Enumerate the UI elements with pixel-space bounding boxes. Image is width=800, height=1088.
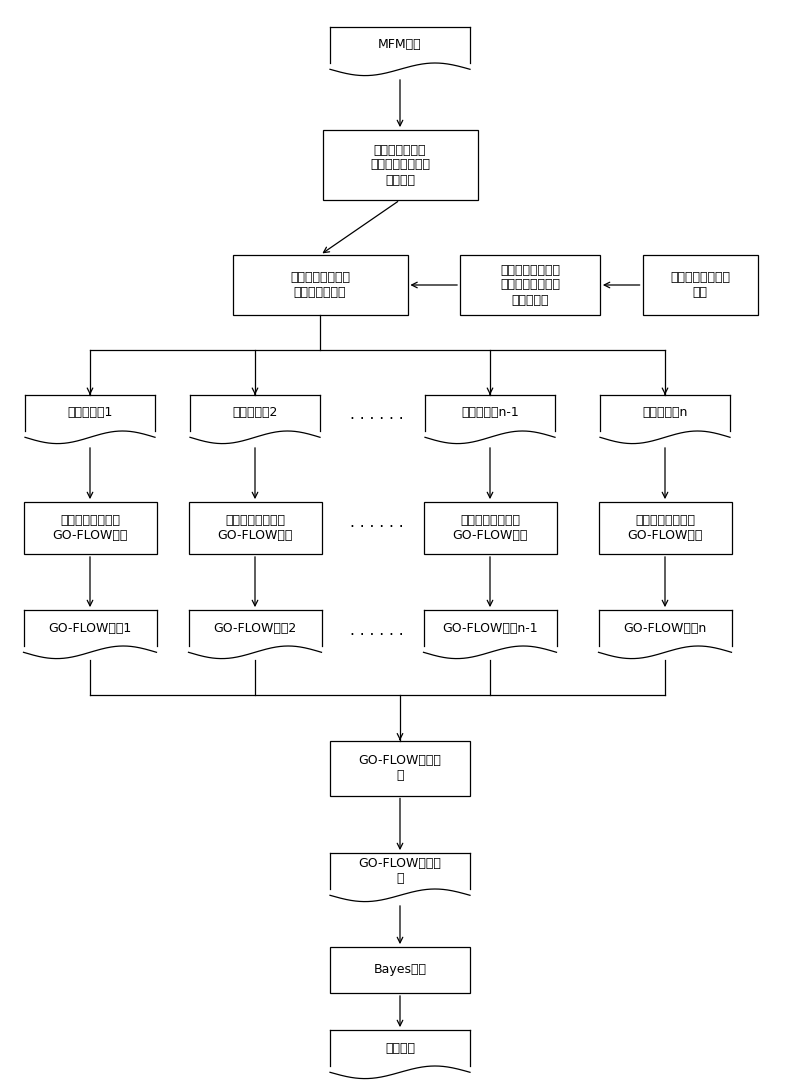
Text: 因果树模型转化成
GO-FLOW模型: 因果树模型转化成 GO-FLOW模型 bbox=[52, 514, 128, 542]
Bar bbox=[330, 947, 470, 993]
Text: 因果树模型转化成
GO-FLOW模型: 因果树模型转化成 GO-FLOW模型 bbox=[218, 514, 293, 542]
Text: GO-FLOW推理模
型: GO-FLOW推理模 型 bbox=[358, 857, 442, 885]
Bar bbox=[330, 741, 470, 795]
Bar bbox=[189, 502, 322, 554]
Text: GO-FLOW模型2: GO-FLOW模型2 bbox=[214, 621, 297, 634]
Text: GO-FLOW模型合
并: GO-FLOW模型合 并 bbox=[358, 754, 442, 782]
Text: 诊断结果: 诊断结果 bbox=[385, 1041, 415, 1054]
Text: Bayes计算: Bayes计算 bbox=[374, 964, 426, 977]
Bar bbox=[598, 502, 731, 554]
Bar bbox=[460, 255, 600, 316]
Text: GO-FLOW模型n-1: GO-FLOW模型n-1 bbox=[442, 621, 538, 634]
Text: 因果树模型转化成
GO-FLOW模型: 因果树模型转化成 GO-FLOW模型 bbox=[452, 514, 528, 542]
Text: 探测器探测到异常
状态: 探测器探测到异常 状态 bbox=[670, 271, 730, 299]
Text: 因果树模型n: 因果树模型n bbox=[642, 407, 688, 420]
Text: · · · · · ·: · · · · · · bbox=[350, 520, 404, 535]
Bar bbox=[642, 255, 758, 316]
Bar bbox=[322, 129, 478, 200]
Text: MFM模型: MFM模型 bbox=[378, 38, 422, 51]
Text: 因果梁模型2: 因果梁模型2 bbox=[232, 407, 278, 420]
Text: 因果树模型转化成
GO-FLOW模型: 因果树模型转化成 GO-FLOW模型 bbox=[627, 514, 702, 542]
Bar bbox=[423, 502, 557, 554]
Text: GO-FLOW模型n: GO-FLOW模型n bbox=[623, 621, 706, 634]
Text: 展开生成以征兆为
顶事件的因果树: 展开生成以征兆为 顶事件的因果树 bbox=[290, 271, 350, 299]
Text: · · · · · ·: · · · · · · bbox=[350, 412, 404, 428]
Text: 因果树模型1: 因果树模型1 bbox=[67, 407, 113, 420]
Text: · · · · · ·: · · · · · · bbox=[350, 628, 404, 643]
Text: 按照流的约束条
件，建各个功能的
因果子树: 按照流的约束条 件，建各个功能的 因果子树 bbox=[370, 144, 430, 186]
Bar bbox=[23, 502, 157, 554]
Text: GO-FLOW模型1: GO-FLOW模型1 bbox=[48, 621, 132, 634]
Bar bbox=[233, 255, 407, 316]
Text: 得到征兆（功能异
常状态），确定所
需诊断网络: 得到征兆（功能异 常状态），确定所 需诊断网络 bbox=[500, 263, 560, 307]
Text: 因果树模型n-1: 因果树模型n-1 bbox=[461, 407, 519, 420]
